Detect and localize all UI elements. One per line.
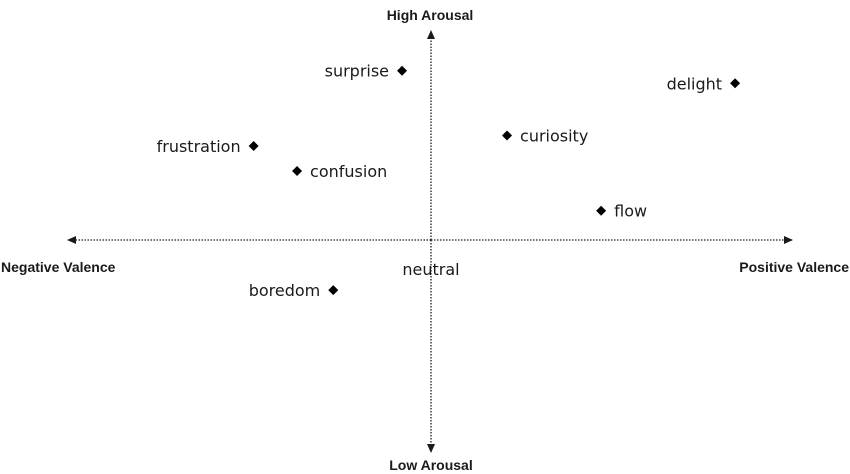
delight-point: delight [667, 74, 741, 93]
frustration-label: frustration [157, 137, 241, 156]
curiosity-label: curiosity [520, 127, 588, 146]
curiosity-point: curiosity [502, 127, 588, 146]
flow-point: flow [596, 202, 647, 221]
low-arousal-label: Low Arousal [389, 457, 473, 473]
surprise-point: surprise [325, 62, 408, 81]
confusion-point: confusion [292, 162, 387, 181]
diamond-marker-icon [292, 166, 303, 177]
neutral-label: neutral [402, 260, 459, 279]
boredom-point: boredom [249, 281, 339, 300]
delight-label: delight [667, 74, 722, 93]
flow-label: flow [614, 202, 647, 221]
diamond-marker-icon [502, 130, 513, 141]
diamond-marker-icon [730, 78, 741, 89]
surprise-label: surprise [325, 62, 389, 81]
confusion-label: confusion [310, 162, 387, 181]
diamond-marker-icon [328, 285, 339, 296]
boredom-label: boredom [249, 281, 321, 300]
negative-valence-label: Negative Valence [1, 259, 116, 275]
positive-valence-label: Positive Valence [739, 259, 849, 275]
high-arousal-label: High Arousal [387, 7, 474, 23]
emotion-points: surprise delight frustration curiosity confu… [157, 62, 741, 300]
diamond-marker-icon [248, 140, 259, 151]
frustration-point: frustration [157, 137, 259, 156]
diamond-marker-icon [596, 205, 607, 216]
diamond-marker-icon [397, 65, 408, 76]
